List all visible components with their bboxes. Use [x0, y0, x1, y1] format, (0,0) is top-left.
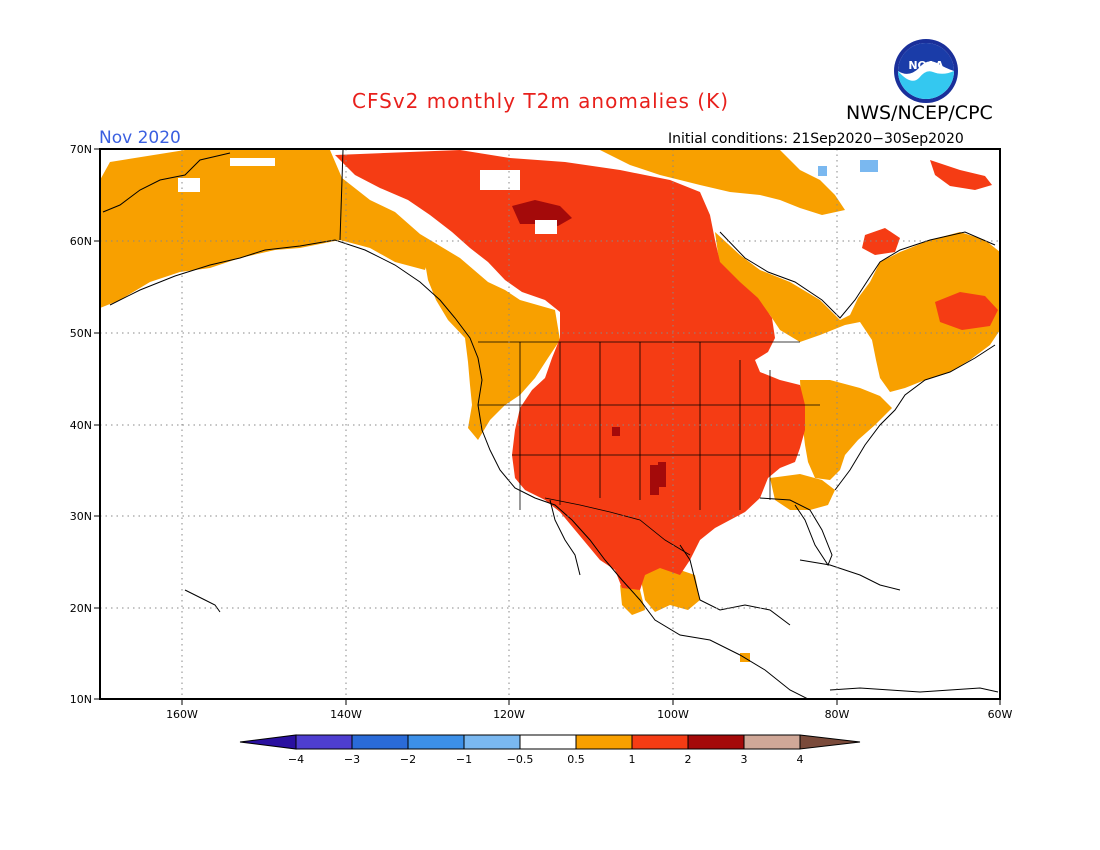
political-borders: [478, 341, 820, 556]
colorbar-bin: [687, 734, 745, 750]
anomaly-region-2-3: [512, 200, 666, 495]
chart-title: CFSv2 monthly T2m anomalies (K): [352, 89, 729, 113]
colorbar: [239, 734, 861, 750]
colorbar-bin: [519, 734, 577, 750]
lat-label-70n: 70N: [70, 143, 92, 156]
colorbar-tick-label: 1: [629, 753, 636, 766]
neutral-gaps: [178, 158, 557, 234]
noaa-logo: NOAA: [894, 39, 958, 103]
colorbar-bin: [351, 734, 409, 750]
colorbar-bin: [575, 734, 633, 750]
lat-ticks: [94, 148, 100, 700]
anomaly-region-1-2: [335, 150, 998, 590]
graticule: [100, 149, 1000, 699]
lat-label-60n: 60N: [70, 235, 92, 248]
colorbar-tick-label: −4: [288, 753, 304, 766]
lon-label-60w: 60W: [988, 708, 1013, 721]
lon-label-160w: 160W: [166, 708, 198, 721]
lon-ticks: [181, 699, 1001, 705]
lat-label-10n: 10N: [70, 693, 92, 706]
lat-label-20n: 20N: [70, 602, 92, 615]
colorbar-bin: [407, 734, 465, 750]
lon-label-140w: 140W: [330, 708, 362, 721]
coastlines: [102, 149, 999, 699]
colorbar-lower-arrow: [239, 734, 297, 750]
colorbar-tick-label: 3: [741, 753, 748, 766]
colorbar-tick-label: 2: [685, 753, 692, 766]
lon-label-80w: 80W: [825, 708, 850, 721]
anomaly-region-neg-0-5-1: [818, 160, 878, 176]
lon-label-120w: 120W: [493, 708, 525, 721]
noaa-logo-text: NOAA: [908, 59, 944, 72]
colorbar-bin: [743, 734, 801, 750]
organization-label: NWS/NCEP/CPC: [846, 102, 993, 124]
colorbar-bin: [463, 734, 521, 750]
initial-conditions-label: Initial conditions: 21Sep2020−30Sep2020: [668, 131, 964, 147]
colorbar-tick-label: −2: [400, 753, 416, 766]
lat-label-50n: 50N: [70, 327, 92, 340]
colorbar-tick-label: −1: [456, 753, 472, 766]
forecast-month-label: Nov 2020: [99, 128, 181, 148]
colorbar-bin: [631, 734, 689, 750]
lon-label-100w: 100W: [657, 708, 689, 721]
colorbar-bin: [295, 734, 353, 750]
colorbar-tick-label: −0.5: [507, 753, 534, 766]
colorbar-upper-arrow: [799, 734, 861, 750]
colorbar-tick-label: 4: [797, 753, 804, 766]
colorbar-tick-label: 0.5: [567, 753, 585, 766]
lat-label-30n: 30N: [70, 510, 92, 523]
lat-label-40n: 40N: [70, 419, 92, 432]
colorbar-tick-label: −3: [344, 753, 360, 766]
map-frame: [99, 148, 1001, 700]
